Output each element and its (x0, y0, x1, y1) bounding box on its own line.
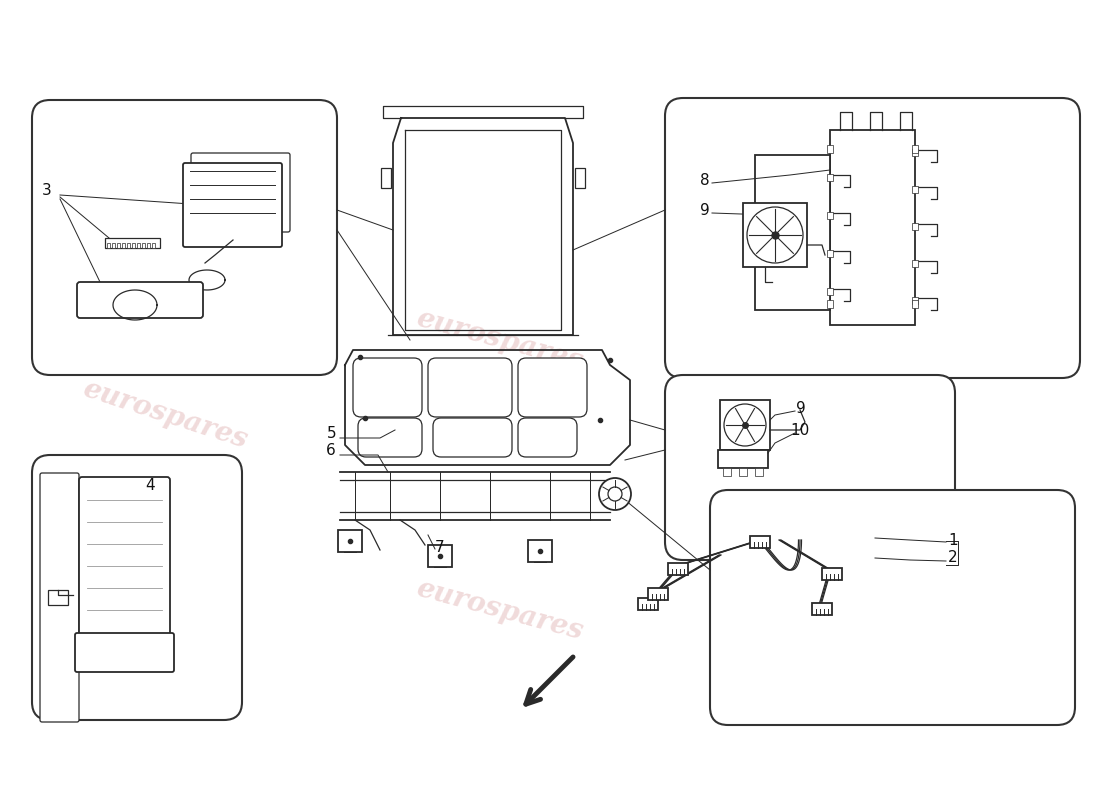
Text: 6: 6 (327, 443, 336, 458)
Bar (827, 300, 833, 308)
Bar (755, 155, 830, 310)
Bar (142, 243, 145, 248)
Bar (755, 468, 763, 476)
Text: 5: 5 (327, 426, 336, 441)
Text: 2: 2 (948, 550, 958, 565)
Text: eurospares: eurospares (414, 305, 586, 375)
FancyBboxPatch shape (666, 98, 1080, 378)
Text: 10: 10 (790, 423, 810, 438)
Bar (912, 149, 918, 156)
Bar (912, 260, 918, 267)
Text: eurospares: eurospares (414, 574, 586, 646)
FancyBboxPatch shape (518, 418, 578, 457)
Bar (742, 203, 807, 267)
Bar (48, 590, 68, 605)
Bar (648, 588, 668, 600)
Bar (104, 238, 160, 248)
Bar (107, 243, 110, 248)
Bar (117, 243, 120, 248)
Bar (739, 468, 747, 476)
FancyBboxPatch shape (518, 358, 587, 417)
Bar (912, 186, 918, 193)
Text: 1: 1 (948, 533, 958, 548)
Bar (112, 243, 115, 248)
Text: 9: 9 (796, 401, 805, 416)
Bar (338, 530, 362, 552)
FancyBboxPatch shape (32, 100, 337, 375)
Bar (152, 243, 155, 248)
FancyBboxPatch shape (191, 153, 290, 232)
FancyBboxPatch shape (353, 358, 422, 417)
FancyBboxPatch shape (40, 473, 79, 722)
Bar (638, 598, 658, 610)
FancyBboxPatch shape (666, 375, 955, 560)
Bar (381, 168, 390, 188)
FancyBboxPatch shape (428, 358, 512, 417)
Bar (147, 243, 150, 248)
Text: 4: 4 (145, 478, 155, 493)
Bar (720, 400, 770, 450)
Bar (718, 450, 768, 468)
FancyBboxPatch shape (79, 477, 170, 638)
FancyBboxPatch shape (358, 418, 422, 457)
Bar (750, 536, 770, 548)
Circle shape (747, 207, 803, 263)
Bar (428, 545, 452, 567)
Bar (827, 212, 833, 219)
FancyBboxPatch shape (433, 418, 512, 457)
Bar (827, 174, 833, 181)
Bar (122, 243, 125, 248)
Bar (812, 603, 832, 615)
FancyBboxPatch shape (75, 633, 174, 672)
Bar (827, 288, 833, 295)
Bar (827, 145, 833, 153)
Text: eurospares: eurospares (734, 250, 905, 330)
Text: 3: 3 (42, 183, 52, 198)
Bar (132, 243, 135, 248)
Bar (668, 563, 688, 575)
Circle shape (600, 478, 631, 510)
Text: 8: 8 (700, 173, 710, 188)
Bar (126, 243, 130, 248)
Text: eurospares: eurospares (79, 376, 251, 454)
Bar (822, 568, 842, 580)
FancyBboxPatch shape (32, 455, 242, 720)
FancyBboxPatch shape (183, 163, 282, 247)
FancyBboxPatch shape (77, 282, 204, 318)
Text: eurospares: eurospares (774, 550, 946, 630)
Circle shape (608, 487, 622, 501)
Bar (912, 145, 918, 153)
Bar (912, 300, 918, 308)
Bar (827, 250, 833, 257)
Bar (912, 223, 918, 230)
Bar (912, 297, 918, 304)
Text: 7: 7 (434, 540, 444, 555)
Text: 9: 9 (700, 203, 710, 218)
Bar (723, 468, 732, 476)
Bar (830, 130, 915, 325)
FancyBboxPatch shape (710, 490, 1075, 725)
Circle shape (724, 404, 766, 446)
Bar (138, 243, 140, 248)
Bar (528, 540, 552, 562)
Bar (575, 168, 585, 188)
